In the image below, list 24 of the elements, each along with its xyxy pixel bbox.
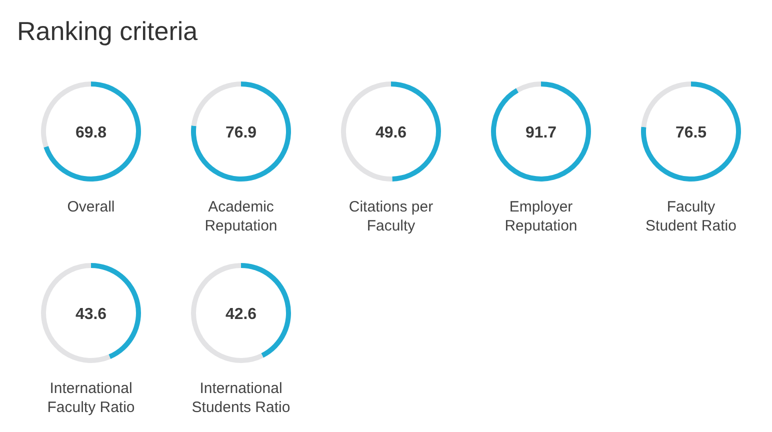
donut-slice: [191, 82, 291, 182]
data-label: 69.8: [75, 124, 107, 142]
text: Ranking criteria: [17, 16, 198, 46]
data-label: 42.6: [225, 306, 257, 323]
text: Citations per Faculty: [348, 198, 434, 234]
text: International Students Ratio: [192, 380, 290, 416]
text: Employer Reputation: [504, 198, 578, 234]
donut-slice: [516, 82, 541, 92]
text: Overall: [67, 198, 115, 216]
donut-slice: [641, 82, 691, 128]
text: International Faculty Ratio: [47, 380, 135, 416]
data-label: 91.7: [525, 124, 557, 142]
text: Faculty Student Ratio: [646, 198, 736, 234]
donut-slice: [44, 82, 141, 182]
data-label: 76.5: [675, 124, 707, 142]
text: Academic Reputation: [204, 198, 278, 234]
donut-slice: [641, 82, 741, 182]
donut-slice: [191, 263, 264, 363]
data-label: 43.6: [75, 306, 107, 323]
donut-slice: [41, 263, 111, 363]
data-label: 76.9: [225, 124, 257, 142]
data-label: 49.6: [375, 124, 407, 142]
donut-slice: [191, 82, 241, 126]
donut-slice: [491, 82, 591, 182]
